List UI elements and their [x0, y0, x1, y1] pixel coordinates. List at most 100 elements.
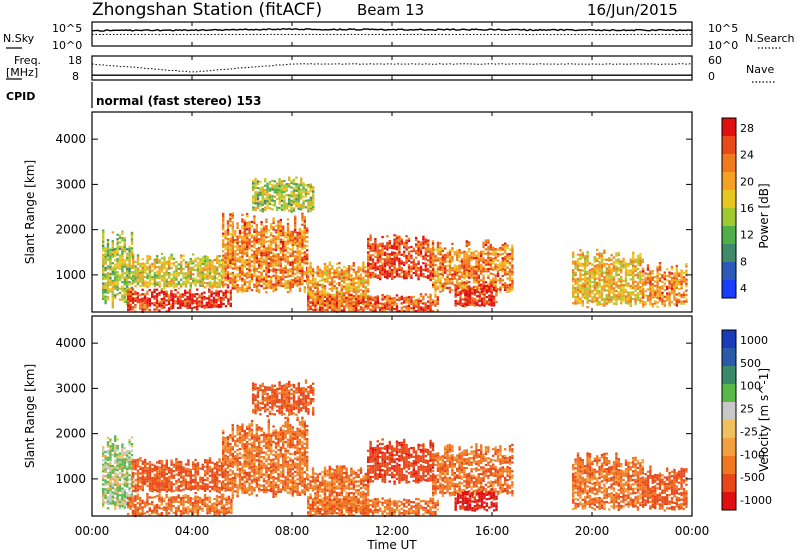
heatmap-cell	[598, 283, 601, 286]
heatmap-cell	[298, 232, 302, 235]
heatmap-cell	[367, 271, 370, 274]
heatmap-cell	[291, 274, 294, 277]
heatmap-cell	[579, 258, 582, 261]
heatmap-cell	[222, 267, 225, 270]
heatmap-cell	[488, 301, 491, 304]
heatmap-cell	[272, 257, 275, 260]
heatmap-cell	[417, 253, 420, 257]
heatmap-cell	[367, 242, 370, 245]
heatmap-cell	[303, 240, 306, 243]
heatmap-cell	[576, 266, 580, 269]
heatmap-cell	[289, 239, 292, 242]
heatmap-cell	[412, 247, 415, 250]
heatmap-cell	[222, 259, 225, 262]
heatmap-cell	[461, 298, 465, 301]
heatmap-cell	[241, 262, 244, 265]
heatmap-cell	[579, 264, 582, 267]
heatmap-cell	[294, 230, 297, 234]
heatmap-cell	[255, 228, 258, 231]
heatmap-cell	[217, 306, 220, 309]
heatmap-cell	[639, 259, 642, 262]
heatmap-cell	[307, 205, 310, 209]
heatmap-cell	[106, 489, 110, 492]
heatmap-cell	[634, 289, 637, 292]
heatmap-cell	[386, 305, 389, 308]
heatmap-cell	[309, 266, 312, 269]
heatmap-cell	[199, 278, 202, 281]
heatmap-cell	[654, 280, 657, 283]
heatmap-cell	[298, 243, 302, 246]
heatmap-cell	[632, 273, 635, 276]
heatmap-cell	[155, 306, 159, 309]
heatmap-cell	[248, 234, 251, 237]
heatmap-cell	[272, 261, 275, 264]
heatmap-cell	[323, 289, 327, 292]
heatmap-cell	[584, 264, 587, 267]
heatmap-cell	[381, 249, 384, 252]
heatmap-cell	[109, 445, 112, 448]
heatmap-cell	[331, 285, 334, 288]
heatmap-cell	[634, 293, 637, 297]
heatmap-cell	[424, 251, 427, 254]
heatmap-cell	[156, 281, 159, 284]
heatmap-cell	[468, 272, 471, 275]
heatmap-cell	[675, 282, 678, 285]
heatmap-cell	[475, 263, 478, 266]
heatmap-cell	[468, 285, 471, 288]
heatmap-cell	[622, 292, 625, 295]
heatmap-cell	[146, 257, 149, 260]
heatmap-cell	[465, 266, 468, 269]
heatmap-cell	[248, 223, 251, 226]
heatmap-cell	[501, 252, 504, 255]
heatmap-cell	[395, 294, 399, 297]
heatmap-cell	[294, 259, 297, 262]
heatmap-cell	[473, 304, 477, 307]
heatmap-cell	[160, 288, 164, 291]
heatmap-cell	[246, 261, 249, 264]
heatmap-cell	[483, 286, 486, 290]
heatmap-cell	[285, 202, 288, 205]
heatmap-cell	[328, 287, 331, 290]
heatmap-cell	[104, 253, 107, 256]
heatmap-cell	[155, 308, 159, 311]
heatmap-cell	[210, 295, 213, 298]
heatmap-cell	[444, 254, 447, 257]
heatmap-cell	[675, 264, 678, 267]
heatmap-cell	[429, 302, 432, 305]
heatmap-cell	[343, 309, 346, 312]
heatmap-cell	[615, 274, 618, 277]
heatmap-cell	[215, 298, 218, 301]
heatmap-cell	[501, 266, 504, 269]
heatmap-cell	[383, 269, 387, 272]
heatmap-cell	[620, 289, 623, 292]
heatmap-cell	[432, 283, 435, 286]
heatmap-cell	[172, 286, 176, 289]
heatmap-cell	[303, 235, 306, 238]
heatmap-cell	[106, 474, 110, 477]
heatmap-cell	[114, 287, 117, 290]
heatmap-cell	[226, 277, 230, 280]
heatmap-cell	[605, 302, 608, 305]
heatmap-cell	[598, 303, 601, 306]
heatmap-cell	[231, 227, 234, 230]
heatmap-cell	[405, 243, 408, 247]
heatmap-cell	[388, 308, 391, 311]
heatmap-cell	[274, 257, 278, 260]
heatmap-cell	[260, 229, 263, 233]
heatmap-cell	[639, 261, 642, 265]
heatmap-cell	[466, 303, 469, 306]
heatmap-cell	[204, 264, 207, 267]
heatmap-cell	[226, 220, 230, 223]
heatmap-cell	[682, 278, 686, 281]
heatmap-cell	[506, 253, 509, 256]
heatmap-cell	[165, 303, 168, 306]
heatmap-cell	[393, 247, 396, 250]
heatmap-cell	[265, 229, 268, 232]
heatmap-cell	[243, 259, 246, 262]
heatmap-cell	[114, 496, 117, 500]
heatmap-cell	[367, 279, 370, 282]
heatmap-cell	[629, 302, 632, 305]
heatmap-cell	[129, 299, 132, 302]
heatmap-cell	[309, 201, 312, 204]
heatmap-cell	[579, 288, 582, 291]
